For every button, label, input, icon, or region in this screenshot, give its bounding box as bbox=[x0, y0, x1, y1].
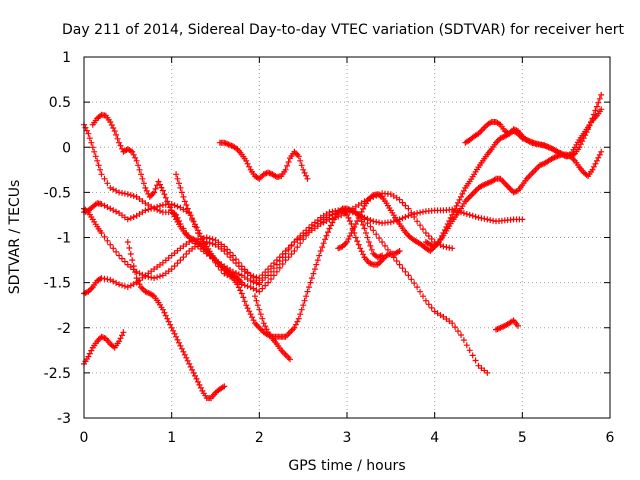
y-tick-label: -3 bbox=[57, 411, 71, 427]
series-track-5 bbox=[89, 111, 245, 286]
series-markers bbox=[462, 106, 605, 160]
chart-title: Day 211 of 2014, Sidereal Day-to-day VTE… bbox=[62, 22, 624, 38]
series-markers bbox=[173, 171, 386, 340]
series-markers bbox=[252, 293, 293, 363]
series-track-9 bbox=[216, 139, 311, 182]
series-markers bbox=[335, 148, 605, 254]
series-track-11 bbox=[335, 148, 605, 254]
y-tick-label: -2 bbox=[57, 321, 71, 337]
series-markers bbox=[493, 317, 521, 333]
series-track-7 bbox=[124, 239, 228, 402]
series-track-10 bbox=[252, 293, 293, 363]
y-tick-label: -1 bbox=[57, 231, 71, 247]
series-track-15 bbox=[493, 317, 521, 333]
x-axis-label: GPS time / hours bbox=[288, 458, 405, 474]
plot-frame bbox=[83, 56, 611, 419]
y-tick-label: -0.5 bbox=[44, 185, 71, 201]
y-tick-labels: 1 0.5 0 -0.5 -1 -1.5 -2 -2.5 -3 bbox=[44, 50, 71, 427]
y-tick-label: 0 bbox=[62, 140, 71, 156]
y-axis-label: SDTVAR / TECUs bbox=[7, 180, 23, 295]
series-track-6 bbox=[81, 329, 127, 367]
series-track-8 bbox=[173, 171, 386, 340]
y-tick-label: -1.5 bbox=[44, 276, 71, 292]
y-tick-label: 1 bbox=[62, 50, 71, 66]
x-tick-label: 6 bbox=[606, 430, 615, 446]
y-tick-label: 0.5 bbox=[49, 95, 71, 111]
series-track-14 bbox=[339, 207, 403, 268]
x-tick-labels: 0 1 2 3 4 5 6 bbox=[80, 430, 615, 446]
x-tick-label: 2 bbox=[255, 430, 264, 446]
series-markers bbox=[89, 111, 245, 286]
series-markers bbox=[216, 139, 311, 182]
series-layer bbox=[81, 91, 605, 402]
x-tick-label: 4 bbox=[430, 430, 439, 446]
x-tick-label: 3 bbox=[343, 430, 352, 446]
series-markers bbox=[339, 207, 403, 268]
x-tick-label: 1 bbox=[167, 430, 176, 446]
grid-layer bbox=[84, 57, 610, 418]
series-track-13 bbox=[462, 106, 605, 160]
series-markers bbox=[81, 329, 127, 367]
x-tick-label: 5 bbox=[518, 430, 527, 446]
y-tick-label: -2.5 bbox=[44, 366, 71, 382]
x-tick-label: 0 bbox=[80, 430, 89, 446]
series-markers bbox=[124, 239, 228, 402]
